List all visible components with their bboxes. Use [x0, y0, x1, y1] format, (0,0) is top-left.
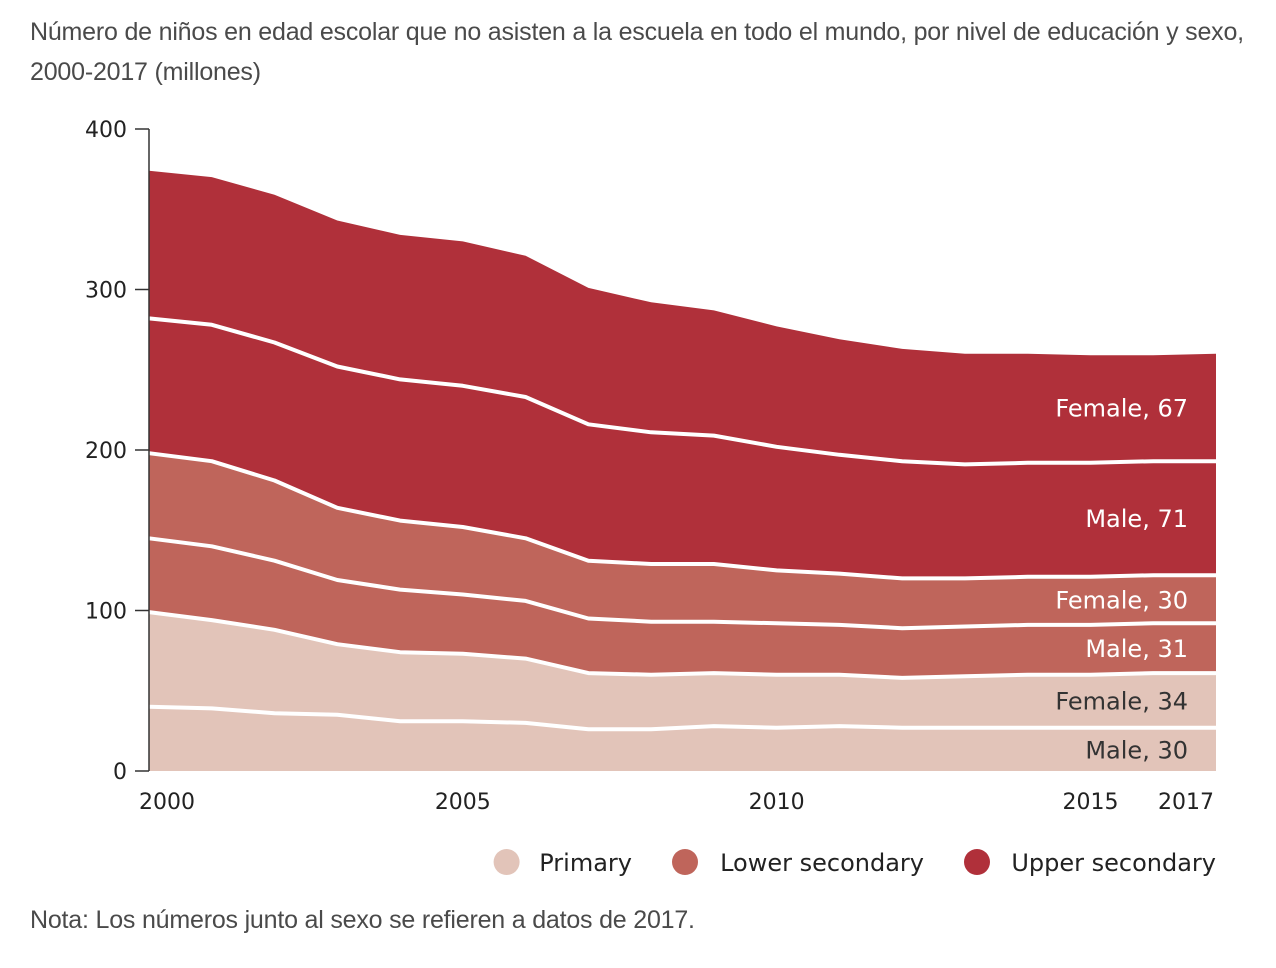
legend-swatch — [672, 849, 698, 875]
series-label: Male, 30 — [1085, 736, 1188, 764]
boundary-line — [148, 451, 1216, 581]
boundary-line — [148, 610, 1216, 680]
series-label: Female, 67 — [1055, 394, 1188, 422]
y-tick-label: 100 — [85, 600, 127, 625]
y-tick-label: 300 — [85, 279, 127, 304]
area-primary-female — [149, 612, 1216, 730]
series-labels: Male, 30 Female, 34 Male, 31 Female, 30 Male… — [1055, 394, 1188, 764]
area-upper-secondary-male — [149, 318, 1216, 579]
chart-title: Número de niños en edad escolar que no a… — [30, 18, 1244, 86]
legend-swatch — [493, 849, 520, 875]
legend-label: Primary — [539, 849, 632, 877]
x-tick-label: 2017 — [1158, 790, 1214, 815]
boundary-line — [148, 704, 1216, 732]
area-lower-secondary-male — [149, 538, 1216, 678]
series-label: Female, 34 — [1055, 687, 1188, 715]
x-tick-label: 2010 — [749, 790, 805, 815]
y-tick-label: 0 — [113, 760, 127, 785]
series-label: Male, 31 — [1085, 635, 1188, 663]
area-upper-secondary-female — [149, 170, 1216, 465]
chart-legend: Upper secondary Lower secondary Primary — [493, 849, 1216, 877]
legend-label: Lower secondary — [720, 849, 924, 877]
chart-areas — [149, 170, 1216, 771]
x-tick-label: 2005 — [435, 790, 491, 815]
y-tick-label: 200 — [85, 439, 127, 464]
legend-label: Upper secondary — [1011, 849, 1216, 877]
boundary-line — [148, 316, 1216, 467]
area-lower-secondary-female — [149, 453, 1216, 629]
x-tick-label: 2000 — [139, 790, 195, 815]
legend-swatch — [964, 849, 990, 875]
chart-axes: 0 100 200 300 400 2000 2005 2010 2015 2017 — [85, 118, 1214, 815]
boundary-line — [148, 536, 1216, 631]
series-label: Female, 30 — [1055, 586, 1188, 614]
y-tick-label: 400 — [85, 118, 127, 143]
series-boundaries — [148, 316, 1216, 732]
x-tick-label: 2015 — [1062, 790, 1118, 815]
chart-note: Nota: Los números junto al sexo se refie… — [30, 906, 695, 934]
series-label: Male, 71 — [1085, 505, 1188, 533]
stacked-area-chart: 0 100 200 300 400 2000 2005 2010 2015 2017 Male, … — [85, 118, 1216, 877]
